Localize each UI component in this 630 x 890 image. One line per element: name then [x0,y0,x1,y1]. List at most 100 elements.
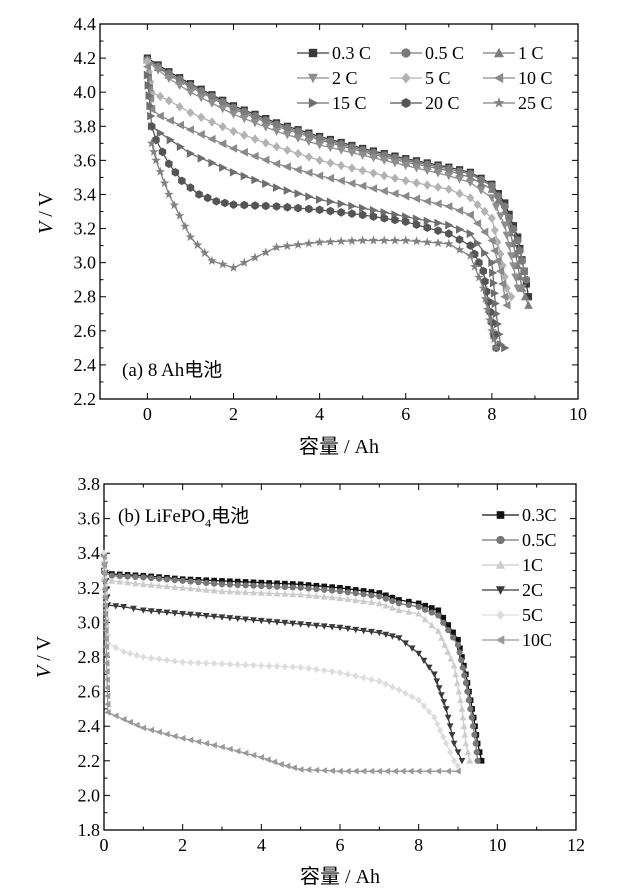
data-point [444,767,451,775]
data-point [478,758,485,764]
data-point [186,88,195,97]
legend-item-2C: 2 C [297,68,358,88]
series-5C [143,56,516,302]
data-point [329,667,336,676]
data-point [360,627,367,635]
data-point [443,739,450,748]
data-point [314,237,325,247]
data-point [175,120,184,130]
data-point [305,192,314,201]
data-point [203,579,210,587]
data-point [187,658,194,667]
data-point [103,659,110,667]
data-point [200,247,210,258]
legend-marker [401,48,411,58]
data-point [433,678,441,685]
data-point [289,620,297,627]
panel-a-ticks: 0 2 4 6 8 10 2.2 2.4 2.6 2.8 3.0 3.2 3.4 3.6 3.8 4.0 4.2… [74,14,588,424]
data-point [466,241,475,250]
data-point [329,587,336,594]
legend-marker [401,72,411,84]
data-point [454,762,462,770]
data-point [509,262,518,271]
data-point [226,581,233,588]
data-point [520,292,530,301]
data-point [315,141,324,150]
data-point [395,606,403,614]
data-point [195,190,203,199]
data-point [326,197,335,206]
legend-item-03C: 0.3 C [297,43,371,63]
data-point [147,608,155,615]
x-tick-label: 8 [414,835,423,855]
data-point [506,252,516,261]
panel-a-series [142,54,533,353]
data-point [147,581,155,588]
data-point [401,235,411,245]
data-point [261,138,270,148]
data-point [242,661,249,669]
data-point [466,193,475,203]
data-point [415,600,422,607]
data-point [305,622,312,629]
data-point [358,151,367,160]
y-tick-label: 3.4 [74,184,97,204]
data-point [250,661,257,669]
legend-marker [308,98,319,108]
data-point [242,616,249,623]
data-point [468,714,475,721]
legend-label: 0.3 C [332,43,371,63]
data-point [391,767,398,775]
data-point [321,586,328,593]
data-point [476,178,486,187]
y-tick-label: 1.8 [78,820,101,840]
data-point [210,741,217,749]
data-point [379,235,389,245]
data-point [187,611,194,618]
data-point [473,749,480,756]
data-point [218,587,226,595]
legend-item-05C: 0.5C [482,530,557,550]
data-point [337,208,345,217]
data-point [283,131,292,140]
data-point [218,122,227,132]
data-point [515,246,524,255]
data-point [218,614,226,621]
data-point [456,225,465,234]
data-point [281,584,289,591]
data-point [360,674,367,682]
legend-marker [493,73,504,83]
data-point [383,767,390,775]
data-point [360,767,367,775]
data-point [210,587,218,594]
data-point [229,144,238,153]
data-point [101,577,108,585]
data-point [383,592,389,599]
data-point [412,164,421,173]
data-point [144,81,153,90]
data-point [465,697,472,704]
data-point [178,176,186,186]
data-point [396,597,402,603]
data-point [459,714,467,721]
data-point [399,767,406,775]
data-point [139,724,147,732]
data-point [234,661,241,669]
data-point [479,266,487,276]
data-point [297,663,304,671]
data-point [344,595,352,602]
data-point [234,578,241,585]
data-point [179,611,186,618]
data-point [227,578,233,585]
data-point [262,179,271,189]
data-point [100,549,108,557]
data-point [520,267,529,276]
data-point [130,605,137,613]
data-point [218,139,227,149]
data-point [147,122,156,131]
data-point [433,199,442,209]
data-point [513,261,522,270]
data-point [175,81,184,90]
data-point [103,684,111,692]
data-point [475,258,483,267]
